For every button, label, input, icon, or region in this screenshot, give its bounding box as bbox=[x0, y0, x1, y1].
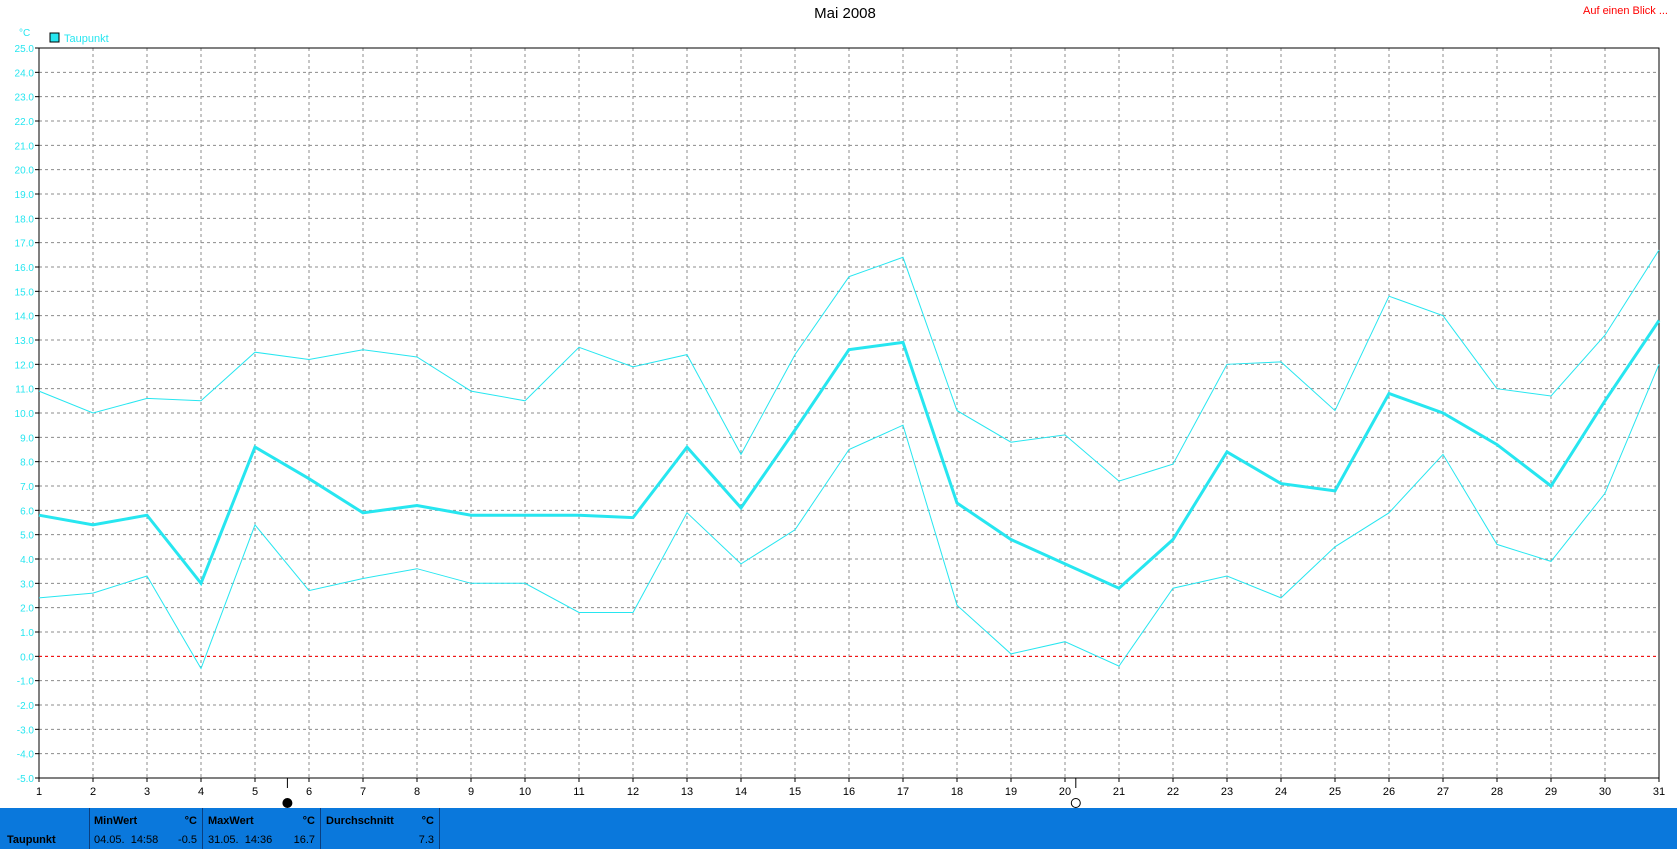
y-tick-label: -3.0 bbox=[17, 725, 35, 736]
y-tick-label: 1.0 bbox=[20, 628, 34, 639]
y-tick-label: 10.0 bbox=[15, 409, 35, 420]
x-tick-label: 28 bbox=[1491, 786, 1503, 798]
x-tick-label: 25 bbox=[1329, 786, 1341, 798]
y-tick-label: 9.0 bbox=[20, 433, 34, 444]
x-tick-label: 20 bbox=[1059, 786, 1071, 798]
x-tick-label: 23 bbox=[1221, 786, 1233, 798]
overview-link[interactable]: Auf einen Blick ... bbox=[1583, 5, 1668, 17]
x-tick-label: 26 bbox=[1383, 786, 1395, 798]
x-tick-label: 3 bbox=[144, 786, 150, 798]
x-tick-label: 2 bbox=[90, 786, 96, 798]
x-tick-label: 29 bbox=[1545, 786, 1557, 798]
avg-unit: °C bbox=[421, 815, 434, 827]
series-lines bbox=[38, 249, 1661, 670]
legend-label: Taupunkt bbox=[64, 33, 109, 45]
x-tick-label: 22 bbox=[1167, 786, 1179, 798]
avg-value: 7.3 bbox=[418, 834, 434, 846]
x-tick-label: 5 bbox=[252, 786, 258, 798]
chart-area: -5.0 -4.0 -3.0 -2.0 -1.0 0.0 1.0 2.0 3.0 4.0 5.0 6.… bbox=[15, 28, 1665, 808]
summary-bar: Taupunkt MinWert °C 04.05. 14:58 -0.5 Ma… bbox=[0, 808, 1677, 849]
y-tick-label: 17.0 bbox=[15, 239, 35, 250]
x-tick-label: 11 bbox=[573, 786, 584, 798]
x-axis-ticks: 1 2 3 4 5 6 7 8 9 10 11 12 13 14 15 16 17 18 19 20 21 22 23 24 2… bbox=[36, 778, 1665, 798]
y-tick-label: 7.0 bbox=[20, 482, 34, 493]
y-axis-ticks: -5.0 -4.0 -3.0 -2.0 -1.0 0.0 1.0 2.0 3.0 4.0 5.0 6.… bbox=[15, 44, 39, 785]
y-tick-label: -1.0 bbox=[17, 677, 35, 688]
min-timestamp: 04.05. 14:58 bbox=[94, 834, 159, 846]
x-tick-label: 27 bbox=[1437, 786, 1449, 798]
summary-min-cell: MinWert °C 04.05. 14:58 -0.5 bbox=[89, 808, 203, 849]
legend-swatch bbox=[49, 32, 60, 43]
max-timestamp: 31.05. 14:36 bbox=[208, 834, 273, 846]
series-line-max bbox=[38, 249, 1660, 482]
x-tick-label: 15 bbox=[789, 786, 801, 798]
y-axis-unit: °C bbox=[19, 28, 30, 39]
min-header: MinWert bbox=[94, 815, 138, 827]
x-tick-label: 7 bbox=[360, 786, 366, 798]
summary-max-cell: MaxWert °C 31.05. 14:36 16.7 bbox=[203, 808, 321, 849]
chart-title: Mai 2008 bbox=[814, 5, 876, 22]
y-tick-label: 24.0 bbox=[15, 68, 35, 79]
summary-series-label: Taupunkt bbox=[7, 834, 56, 846]
y-tick-label: 2.0 bbox=[20, 604, 34, 615]
x-tick-label: 9 bbox=[468, 786, 474, 798]
y-tick-label: -2.0 bbox=[17, 701, 35, 712]
y-tick-label: -4.0 bbox=[17, 750, 35, 761]
y-tick-label: 0.0 bbox=[20, 652, 34, 663]
y-tick-label: 23.0 bbox=[15, 93, 35, 104]
x-tick-label: 30 bbox=[1599, 786, 1611, 798]
y-tick-label: 5.0 bbox=[20, 531, 34, 542]
y-tick-label: 18.0 bbox=[15, 214, 35, 225]
x-tick-label: 31 bbox=[1653, 786, 1665, 798]
x-tick-label: 10 bbox=[519, 786, 531, 798]
series-line-mean bbox=[38, 319, 1661, 590]
y-tick-label: 14.0 bbox=[15, 312, 35, 323]
x-tick-label: 4 bbox=[198, 786, 204, 798]
x-tick-label: 14 bbox=[735, 786, 747, 798]
x-tick-label: 12 bbox=[627, 786, 639, 798]
x-tick-label: 21 bbox=[1113, 786, 1125, 798]
y-tick-label: 16.0 bbox=[15, 263, 35, 274]
y-tick-label: 22.0 bbox=[15, 117, 35, 128]
y-tick-label: 8.0 bbox=[20, 458, 34, 469]
full-moon-icon bbox=[1070, 798, 1081, 808]
y-tick-label: 15.0 bbox=[15, 287, 35, 298]
y-tick-label: 25.0 bbox=[15, 44, 35, 55]
new-moon-icon bbox=[282, 798, 293, 808]
y-tick-label: 13.0 bbox=[15, 336, 35, 347]
avg-header: Durchschnitt bbox=[326, 815, 394, 827]
x-tick-label: 16 bbox=[843, 786, 855, 798]
max-unit: °C bbox=[302, 815, 315, 827]
summary-avg-cell: Durchschnitt °C 7.3 bbox=[321, 808, 440, 849]
grid bbox=[38, 47, 1660, 779]
x-tick-label: 13 bbox=[681, 786, 693, 798]
max-value: 16.7 bbox=[293, 834, 315, 846]
moon-markers bbox=[282, 778, 1081, 808]
y-tick-label: 6.0 bbox=[20, 506, 34, 517]
series-line-min bbox=[38, 364, 1660, 670]
y-tick-label: 21.0 bbox=[15, 141, 35, 152]
min-value: -0.5 bbox=[178, 834, 197, 846]
x-tick-label: 1 bbox=[36, 786, 42, 798]
min-unit: °C bbox=[184, 815, 197, 827]
x-tick-label: 24 bbox=[1275, 786, 1287, 798]
x-tick-label: 18 bbox=[951, 786, 963, 798]
y-tick-label: -5.0 bbox=[17, 774, 35, 785]
x-tick-label: 6 bbox=[306, 786, 312, 798]
y-tick-label: 12.0 bbox=[15, 360, 35, 371]
y-tick-label: 11.0 bbox=[15, 385, 34, 396]
max-header: MaxWert bbox=[208, 815, 254, 827]
y-tick-label: 4.0 bbox=[20, 555, 34, 566]
legend: Taupunkt bbox=[49, 32, 109, 45]
y-tick-label: 20.0 bbox=[15, 166, 35, 177]
summary-series-cell: Taupunkt bbox=[0, 808, 90, 849]
x-tick-label: 19 bbox=[1005, 786, 1017, 798]
y-tick-label: 19.0 bbox=[15, 190, 35, 201]
y-tick-label: 3.0 bbox=[20, 579, 34, 590]
x-tick-label: 17 bbox=[897, 786, 909, 798]
x-tick-label: 8 bbox=[414, 786, 420, 798]
